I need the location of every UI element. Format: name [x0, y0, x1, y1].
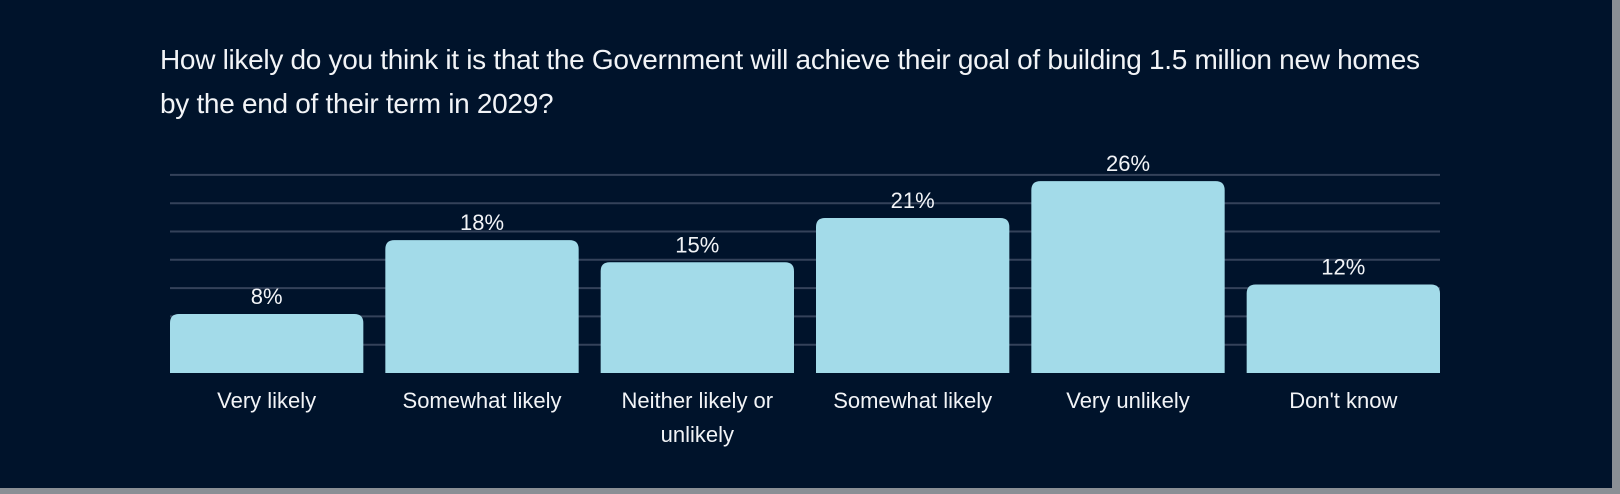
x-tick-label: Somewhat likely: [403, 388, 562, 413]
bar: [600, 262, 794, 373]
data-label: 18%: [460, 210, 504, 235]
data-label: 15%: [675, 232, 719, 257]
bar: [1031, 181, 1225, 373]
x-tick-label: Don't know: [1289, 388, 1397, 413]
bar: [170, 313, 364, 373]
chart-title: How likely do you think it is that the G…: [160, 44, 1420, 119]
x-tick-label: Somewhat likely: [833, 388, 992, 413]
x-tick-label-line: Very likely: [217, 388, 316, 413]
data-label: 21%: [891, 188, 935, 213]
x-tick-label: Neither likely or unlikely: [622, 388, 774, 447]
x-tick-label-line: Neither likely or: [622, 388, 774, 413]
x-tick-label-line: unlikely: [661, 422, 734, 447]
x-tick-label-line: Somewhat likely: [833, 388, 992, 413]
x-tick-label: Very unlikely: [1066, 388, 1190, 413]
x-tick-label-line: Don't know: [1289, 388, 1397, 413]
x-tick-label-line: Very unlikely: [1066, 388, 1190, 413]
x-tick-label-line: Somewhat likely: [403, 388, 562, 413]
data-label: 12%: [1321, 254, 1365, 279]
bar: [816, 218, 1010, 373]
bar: [385, 240, 579, 373]
data-label: 8%: [251, 284, 283, 309]
x-tick-label: Very likely: [217, 388, 316, 413]
bar: [1246, 284, 1440, 373]
data-label: 26%: [1106, 151, 1150, 176]
